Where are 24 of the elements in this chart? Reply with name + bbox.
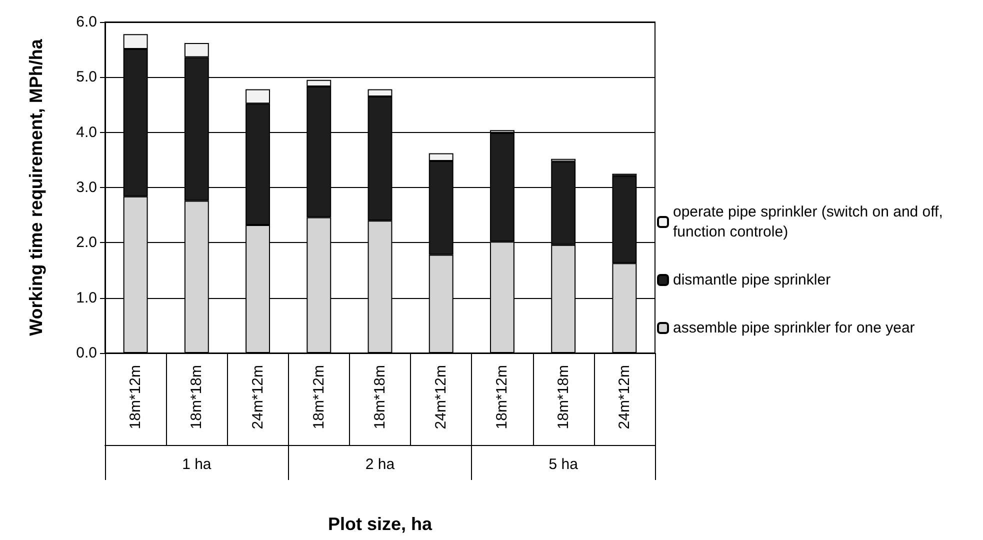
x-tick-label: 18m*12m — [494, 365, 511, 430]
x-tick-label: 18m*12m — [310, 365, 328, 430]
x-tick-label: 18m*18m — [372, 365, 388, 430]
text: 1 ha — [182, 456, 212, 473]
x-tick-label: 24m*12m — [432, 365, 450, 430]
x-axis-title: Plot size, ha — [328, 514, 433, 534]
x-tick-label: 24m*12m — [616, 365, 633, 430]
y-tick-label: 0.0 — [76, 344, 97, 362]
legend-label: operate pipe sprinkler (switch on and off, function controle) — [673, 204, 948, 240]
x-tick-label: 18m*12m — [127, 365, 144, 430]
legend-label: assemble pipe sprinkler for one year — [673, 320, 915, 336]
y-tick-label: 6.0 — [76, 14, 97, 30]
x-tick-label: 24m*12m — [249, 365, 266, 430]
text: 5 ha — [548, 456, 579, 473]
y-tick-label: 3.0 — [76, 179, 97, 196]
y-tick-label: 4.0 — [76, 124, 97, 141]
y-tick-label: 5.0 — [76, 68, 97, 86]
y-tick-label: 2.0 — [76, 234, 97, 252]
legend-label: dismantle pipe sprinkler — [673, 272, 831, 288]
x-tick-label: 18m*18m — [554, 365, 572, 430]
text: 2 ha — [365, 456, 396, 473]
x-tick-label: 18m*18m — [188, 365, 206, 430]
y-axis-title: Working time requirement, MPh/ha — [26, 38, 46, 336]
y-tick-label: 1.0 — [76, 289, 97, 306]
